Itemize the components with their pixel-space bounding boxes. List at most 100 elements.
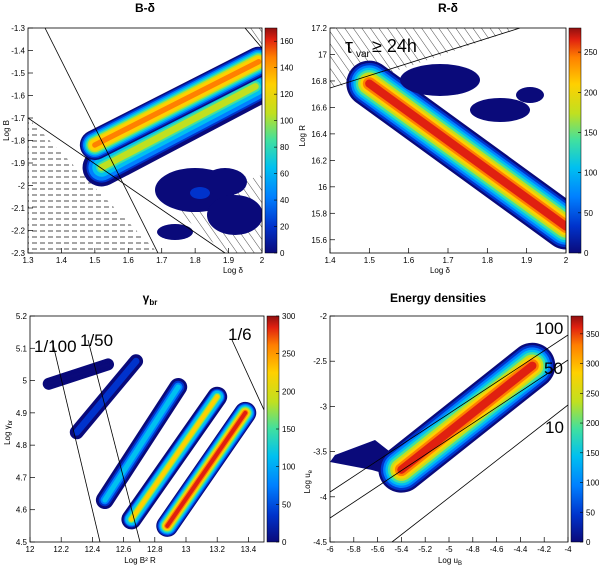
y-tick-label: 4.9 [16,409,28,418]
x-tick-label: -5 [445,545,453,554]
panel4-ylabel: Log ue [303,469,314,493]
density-patch [400,64,480,96]
panel1-title: B-δ [135,1,155,15]
y-tick-label: 16.6 [311,103,327,112]
y-tick-label: 16.8 [311,77,327,86]
panel4-label-100: 100 [535,319,563,338]
x-tick-label: 2 [260,256,265,265]
y-tick-label: -1.7 [11,114,25,123]
panel1-excluded-region-top [248,28,262,46]
x-tick-label: 12.2 [53,545,69,554]
y-tick-label: -4.5 [313,538,327,547]
colorbar-tick-label: 300 [586,360,600,369]
colorbar-tick-label: 140 [280,64,294,73]
density-patch [190,187,210,199]
panel2-annotation: τ var ≥ 24h [345,36,417,60]
colorbar-tick-label: 0 [584,249,589,258]
colorbar-tick-label: 0 [280,249,285,258]
panel-energy-densities: Energy densities 100 50 10 -6 -5.8 -5.6 -5.… [303,291,600,567]
y-tick-label: 4.6 [16,506,28,515]
panel4-density-map [330,342,556,493]
x-tick-label: 1.5 [364,256,376,265]
panel3-line-1-6 [231,339,264,411]
y-tick-label: -1.5 [11,69,25,78]
y-tick-label: -2.3 [11,249,25,258]
x-tick-label: 2 [564,256,569,265]
y-tick-label: -1.4 [11,47,25,56]
y-tick-label: 4.7 [16,473,28,482]
panel2-ylabel: Log R [298,125,307,147]
y-tick-label: -2 [320,312,328,321]
y-tick-label: 16.2 [311,156,327,165]
colorbar-tick-label: 50 [584,209,593,218]
y-tick-label: 16.4 [311,130,327,139]
panel2-boundary-line [330,28,521,89]
density-patch [203,168,247,196]
y-tick-label: 15.6 [311,236,327,245]
x-tick-label: 1.3 [22,256,34,265]
panel3-label-1-6: 1/6 [228,325,252,344]
panel3-label-1-100: 1/100 [34,337,77,356]
x-tick-label: -4.8 [466,545,480,554]
y-tick-label: 17 [318,50,327,59]
x-tick-label: 1.8 [190,256,202,265]
x-tick-label: 12.8 [147,545,163,554]
x-tick-label: 1.9 [223,256,235,265]
colorbar-tick-label: 120 [280,90,294,99]
panel1-boundary-line [44,28,159,253]
x-tick-label: 1.8 [482,256,494,265]
colorbar-tick-label: 150 [586,449,600,458]
colorbar-tick-label: 100 [586,479,600,488]
panel2-colorbar [568,27,582,254]
colorbar-tick-label: 20 [280,223,289,232]
y-tick-label: -2.5 [313,357,327,366]
y-tick-label: 5.1 [16,344,28,353]
x-tick-label: -5.8 [347,545,361,554]
panel3-title: γbr [143,291,158,307]
x-tick-label: 1.9 [521,256,533,265]
density-band [129,394,219,522]
colorbar-tick-label: 100 [282,463,296,472]
x-tick-label: 13.2 [209,545,225,554]
y-tick-label: 4.8 [16,441,28,450]
panel2-xlabel: Log δ [430,266,451,275]
panel3-label-1-50: 1/50 [80,331,113,350]
x-tick-label: 1.6 [403,256,415,265]
y-tick-label: 17.2 [311,24,327,33]
x-tick-label: -4.2 [537,545,551,554]
colorbar-tick-label: 50 [282,500,291,509]
panel4-title: Energy densities [390,291,486,305]
panel1-excluded-region-left [28,118,158,253]
colorbar-tick-label: 200 [282,387,296,396]
colorbar-tick-label: 160 [280,37,294,46]
colorbar-tick-label: 40 [280,196,289,205]
panel1-colorbar [264,27,278,254]
x-tick-label: -5.6 [371,545,385,554]
colorbar-tick-label: 250 [282,350,296,359]
density-band [365,79,566,231]
y-tick-label: -1.8 [11,137,25,146]
panel4-label-50: 50 [544,359,563,378]
panel1-boundary-line [244,28,262,49]
panel1-xlabel: Log δ [223,266,244,275]
x-tick-label: -4 [564,545,572,554]
colorbar-tick-label: 350 [586,330,600,339]
density-band [165,410,248,528]
y-tick-label: -3 [320,402,328,411]
panel3-xlabel: Log B² R [124,556,156,565]
y-tick-label: 5 [23,377,28,386]
x-tick-label: -5.4 [395,545,409,554]
y-tick-label: -2.1 [11,204,25,213]
y-tick-label: 16 [318,183,327,192]
panel1-ylabel: Log B [2,120,11,141]
density-patch [157,224,193,240]
density-band [103,385,180,502]
x-tick-label: 1.4 [324,256,336,265]
y-tick-label: 5.2 [16,312,28,321]
panel3-line-1-100 [51,339,101,542]
x-tick-label: -6 [326,545,334,554]
density-band [98,83,259,171]
panel4-line-100 [330,334,568,493]
panel3-line-1-50 [87,339,141,542]
y-tick-label: -4 [320,493,328,502]
